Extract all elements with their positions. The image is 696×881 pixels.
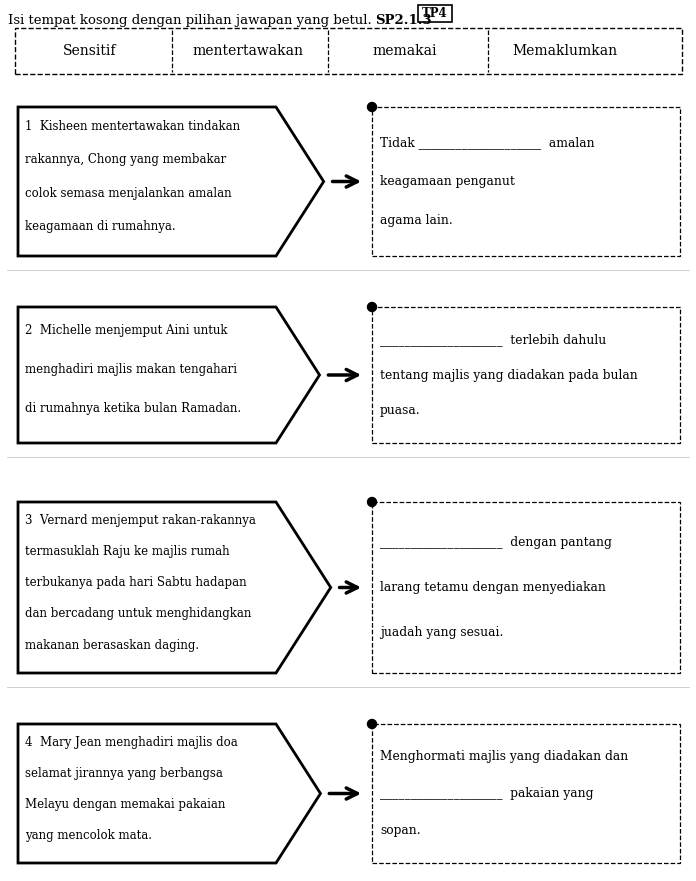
Text: keagamaan di rumahnya.: keagamaan di rumahnya. [25,219,175,233]
Polygon shape [18,107,324,256]
Text: selamat jirannya yang berbangsa: selamat jirannya yang berbangsa [25,767,223,780]
Text: termasuklah Raju ke majlis rumah: termasuklah Raju ke majlis rumah [25,545,230,559]
Text: dan bercadang untuk menghidangkan: dan bercadang untuk menghidangkan [25,607,251,620]
FancyBboxPatch shape [372,724,680,863]
FancyBboxPatch shape [418,5,452,22]
Circle shape [367,720,377,729]
Text: yang mencolok mata.: yang mencolok mata. [25,829,152,841]
Polygon shape [18,307,319,443]
Text: 3  Vernard menjemput rakan-rakannya: 3 Vernard menjemput rakan-rakannya [25,515,256,527]
Polygon shape [18,502,331,673]
Text: juadah yang sesuai.: juadah yang sesuai. [380,626,503,639]
Text: makanan berasaskan daging.: makanan berasaskan daging. [25,639,199,652]
Text: larang tetamu dengan menyediakan: larang tetamu dengan menyediakan [380,581,606,594]
Text: rakannya, Chong yang membakar: rakannya, Chong yang membakar [25,153,226,167]
Text: di rumahnya ketika bulan Ramadan.: di rumahnya ketika bulan Ramadan. [25,402,241,415]
Text: Menghormati majlis yang diadakan dan: Menghormati majlis yang diadakan dan [380,751,628,764]
Circle shape [367,498,377,507]
Text: mentertawakan: mentertawakan [193,44,303,58]
Text: memakai: memakai [373,44,437,58]
FancyBboxPatch shape [372,502,680,673]
Text: TP4: TP4 [422,7,448,20]
Text: terbukanya pada hari Sabtu hadapan: terbukanya pada hari Sabtu hadapan [25,576,246,589]
Text: sopan.: sopan. [380,824,420,837]
Text: 2  Michelle menjemput Aini untuk: 2 Michelle menjemput Aini untuk [25,324,228,337]
Text: puasa.: puasa. [380,404,420,418]
Text: ____________________  pakaian yang: ____________________ pakaian yang [380,787,594,800]
Text: 1  Kisheen mentertawakan tindakan: 1 Kisheen mentertawakan tindakan [25,121,240,133]
Polygon shape [18,724,320,863]
Text: colok semasa menjalankan amalan: colok semasa menjalankan amalan [25,187,232,200]
Text: Sensitif: Sensitif [63,44,117,58]
Text: tentang majlis yang diadakan pada bulan: tentang majlis yang diadakan pada bulan [380,368,638,381]
Text: Isi tempat kosong dengan pilihan jawapan yang betul.: Isi tempat kosong dengan pilihan jawapan… [8,14,372,27]
FancyBboxPatch shape [15,28,682,74]
FancyBboxPatch shape [372,307,680,443]
Text: Memaklumkan: Memaklumkan [512,44,617,58]
Text: keagamaan penganut: keagamaan penganut [380,175,515,188]
Text: ____________________  dengan pantang: ____________________ dengan pantang [380,536,612,549]
FancyBboxPatch shape [372,107,680,256]
Text: agama lain.: agama lain. [380,214,453,227]
Text: Tidak ____________________  amalan: Tidak ____________________ amalan [380,136,594,149]
Text: Melayu dengan memakai pakaian: Melayu dengan memakai pakaian [25,798,226,811]
Circle shape [367,102,377,112]
Text: SP2.1.3: SP2.1.3 [375,14,432,27]
Circle shape [367,302,377,312]
Text: 4  Mary Jean menghadiri majlis doa: 4 Mary Jean menghadiri majlis doa [25,736,238,749]
Text: menghadiri majlis makan tengahari: menghadiri majlis makan tengahari [25,363,237,375]
Text: ____________________  terlebih dahulu: ____________________ terlebih dahulu [380,333,606,345]
